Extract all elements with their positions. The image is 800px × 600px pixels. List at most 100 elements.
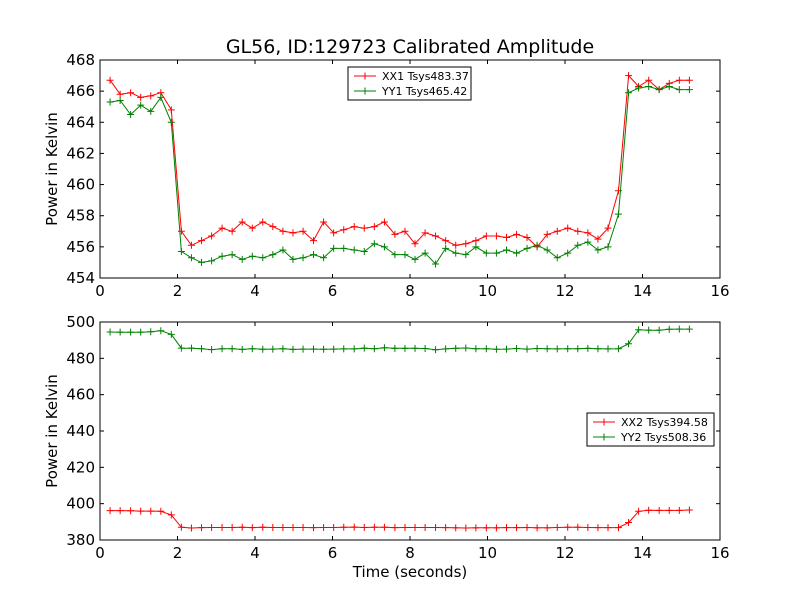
- x-tick-label: 14: [633, 282, 652, 300]
- data-point-marker: [137, 101, 145, 109]
- x-tick-label: 4: [250, 282, 260, 300]
- data-point-marker: [238, 255, 246, 263]
- data-point-marker: [310, 345, 318, 353]
- data-point-marker: [574, 241, 582, 249]
- data-point-marker: [238, 218, 246, 226]
- data-point-marker: [116, 507, 124, 515]
- data-point-marker: [380, 523, 388, 531]
- data-point-marker: [340, 523, 348, 531]
- data-point-marker: [523, 234, 531, 242]
- series-line: [109, 74, 690, 248]
- data-point-marker: [442, 524, 450, 532]
- data-point-marker: [157, 327, 165, 335]
- y-tick-label: 400: [66, 495, 95, 513]
- data-point-marker: [380, 243, 388, 251]
- data-point-marker: [635, 84, 643, 92]
- data-point-marker: [523, 523, 531, 531]
- x-tick-label: 0: [95, 544, 105, 562]
- data-point-marker: [208, 523, 216, 531]
- data-point-marker: [513, 249, 521, 257]
- data-point-marker: [411, 240, 419, 248]
- data-point-marker: [685, 76, 693, 84]
- data-point-marker: [513, 230, 521, 238]
- legend-marker: [600, 433, 608, 441]
- data-point-marker: [380, 218, 388, 226]
- data-point-marker: [675, 76, 683, 84]
- data-point-marker: [187, 254, 195, 262]
- data-point-marker: [574, 227, 582, 235]
- data-point-marker: [330, 244, 338, 252]
- data-point-marker: [421, 345, 429, 353]
- x-tick-label: 16: [710, 282, 729, 300]
- data-point-marker: [167, 330, 175, 338]
- data-point-marker: [401, 227, 409, 235]
- series-line: [110, 85, 690, 265]
- y-axis-label: Power in Kelvin: [43, 374, 61, 488]
- data-point-marker: [299, 523, 307, 531]
- data-point-marker: [279, 227, 287, 235]
- data-point-marker: [432, 260, 440, 268]
- data-point-marker: [218, 345, 226, 353]
- y-axis-label: Power in Kelvin: [43, 112, 61, 226]
- data-point-marker: [645, 76, 653, 84]
- y-tick-label: 458: [66, 207, 95, 225]
- data-point-marker: [411, 523, 419, 531]
- data-point-marker: [106, 98, 114, 106]
- data-point-marker: [523, 244, 531, 252]
- data-point-marker: [198, 258, 206, 266]
- data-point-marker: [259, 218, 267, 226]
- data-point-marker: [543, 230, 551, 238]
- data-point-marker: [248, 252, 256, 260]
- data-point-marker: [127, 328, 135, 336]
- data-point-marker: [411, 255, 419, 263]
- data-point-marker: [269, 345, 277, 353]
- data-point-marker: [299, 345, 307, 353]
- data-point-marker: [370, 345, 378, 353]
- y-tick-label: 456: [66, 238, 95, 256]
- data-point-marker: [574, 523, 582, 531]
- data-point-marker: [320, 345, 328, 353]
- data-point-marker: [421, 523, 429, 531]
- y-tick-label: 460: [66, 176, 95, 194]
- data-point-marker: [340, 244, 348, 252]
- x-tick-label: 4: [250, 544, 260, 562]
- data-point-marker: [411, 344, 419, 352]
- data-point-marker: [310, 251, 318, 259]
- data-point-marker: [452, 344, 460, 352]
- data-point-marker: [421, 229, 429, 237]
- data-point-marker: [482, 249, 490, 257]
- data-point-marker: [685, 325, 693, 333]
- data-point-marker: [594, 524, 602, 532]
- data-point-marker: [452, 241, 460, 249]
- data-point-marker: [502, 524, 510, 532]
- data-point-marker: [157, 93, 165, 101]
- bottom-plot: 0 2 4 6 8 10 12 14 16 380 400 420 440 460 480 500 Power …: [43, 313, 730, 562]
- data-point-marker: [635, 326, 643, 334]
- data-point-marker: [513, 345, 521, 353]
- legend-box: [347, 66, 472, 101]
- data-point-marker: [584, 344, 592, 352]
- data-point-marker: [187, 524, 195, 532]
- x-tick-label: 12: [555, 544, 574, 562]
- data-point-marker: [625, 519, 633, 527]
- data-point-marker: [553, 254, 561, 262]
- data-point-marker: [482, 524, 490, 532]
- data-point-marker: [127, 507, 135, 515]
- data-point-marker: [269, 223, 277, 231]
- data-point-marker: [289, 523, 297, 531]
- data-point-marker: [442, 244, 450, 252]
- data-point-marker: [198, 345, 206, 353]
- data-point-marker: [167, 511, 175, 519]
- data-point-marker: [432, 346, 440, 354]
- data-point-marker: [462, 344, 470, 352]
- data-point-marker: [614, 345, 622, 353]
- data-point-marker: [187, 241, 195, 249]
- data-point-marker: [625, 340, 633, 348]
- data-point-marker: [248, 345, 256, 353]
- data-point-marker: [106, 507, 114, 515]
- data-point-marker: [665, 325, 673, 333]
- data-point-marker: [523, 345, 531, 353]
- data-point-marker: [675, 325, 683, 333]
- data-point-marker: [350, 523, 358, 531]
